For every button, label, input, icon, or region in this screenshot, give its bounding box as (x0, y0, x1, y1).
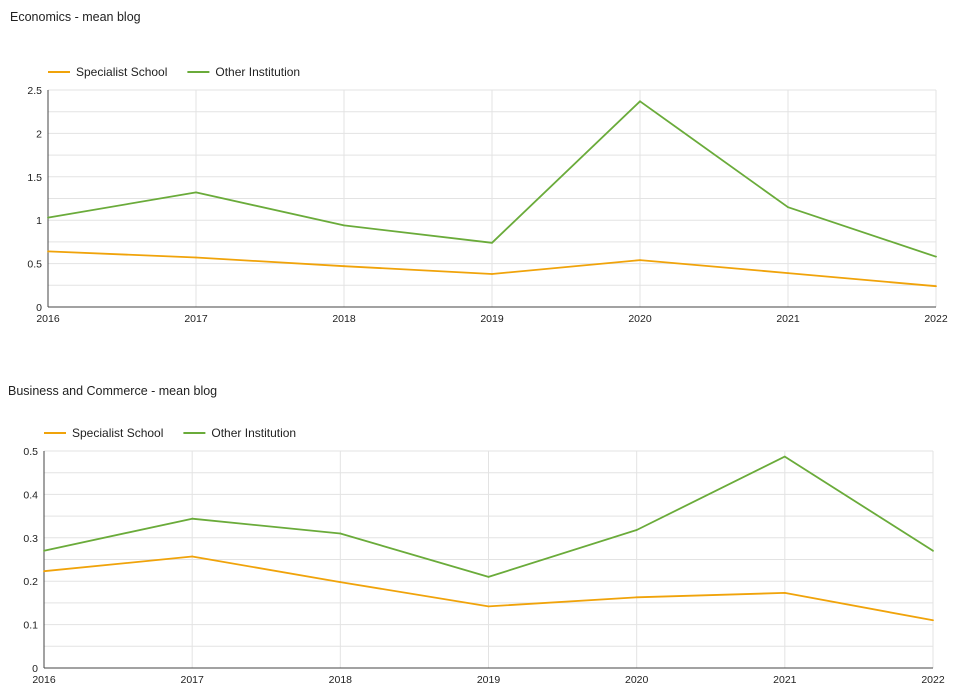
x-tick-label: 2021 (773, 674, 797, 686)
data-point (932, 549, 934, 552)
data-point (343, 224, 345, 227)
legend-label: Other Institution (211, 426, 296, 440)
x-tick-label: 2017 (180, 674, 204, 686)
data-point (639, 259, 641, 262)
data-point (343, 265, 345, 268)
data-point (191, 517, 194, 520)
legend-label: Specialist School (76, 65, 167, 79)
data-point (487, 605, 490, 608)
x-tick-label: 2020 (628, 313, 652, 325)
y-tick-label: 0.2 (23, 576, 38, 588)
data-point (783, 592, 786, 594)
data-point (935, 255, 937, 258)
data-point (487, 575, 490, 578)
data-point (47, 216, 49, 219)
y-tick-label: 0.5 (27, 259, 42, 271)
y-tick-label: 0.4 (23, 489, 38, 501)
data-point (787, 272, 789, 275)
y-tick-label: 0.3 (23, 533, 38, 545)
data-point (783, 455, 786, 458)
data-point (639, 100, 641, 103)
legend-label: Specialist School (72, 426, 163, 440)
data-point (787, 206, 789, 209)
x-tick-label: 2018 (332, 313, 356, 325)
data-point (191, 555, 194, 558)
x-tick-label: 2019 (480, 313, 504, 325)
data-point (47, 250, 49, 253)
y-tick-label: 1 (36, 215, 42, 227)
y-tick-label: 2 (36, 128, 42, 140)
y-tick-label: 0 (32, 663, 38, 675)
legend-label: Other Institution (215, 65, 300, 79)
x-tick-label: 2022 (921, 674, 945, 686)
data-point (195, 256, 197, 259)
y-tick-label: 2.5 (27, 85, 42, 97)
x-tick-label: 2019 (477, 674, 501, 686)
data-point (43, 570, 45, 573)
y-tick-label: 0 (36, 302, 42, 314)
data-point (491, 273, 493, 275)
y-tick-label: 0.5 (23, 446, 38, 458)
x-tick-label: 2021 (776, 313, 800, 325)
data-point (935, 285, 937, 288)
economics-line-chart: 0 0.5 1 1.5 2 2.5 2016 2017 2018 2019 2020 2021 2022… (27, 65, 948, 325)
chart-title: Business and Commerce - mean blog (8, 384, 218, 398)
data-point (491, 241, 493, 244)
y-tick-label: 0.1 (23, 620, 38, 632)
x-tick-label: 2020 (625, 674, 649, 686)
x-tick-label: 2017 (184, 313, 208, 325)
x-tick-label: 2016 (36, 313, 60, 325)
data-point (195, 191, 197, 194)
data-point (339, 581, 342, 583)
y-tick-label: 1.5 (27, 172, 42, 184)
data-point (932, 619, 934, 622)
data-point (339, 532, 342, 535)
data-point (635, 529, 638, 531)
chart-title: Economics - mean blog (10, 10, 141, 24)
x-tick-label: 2016 (32, 674, 56, 686)
x-tick-label: 2022 (924, 313, 948, 325)
data-point (43, 549, 45, 552)
data-point (635, 596, 638, 599)
x-tick-label: 2018 (329, 674, 353, 686)
